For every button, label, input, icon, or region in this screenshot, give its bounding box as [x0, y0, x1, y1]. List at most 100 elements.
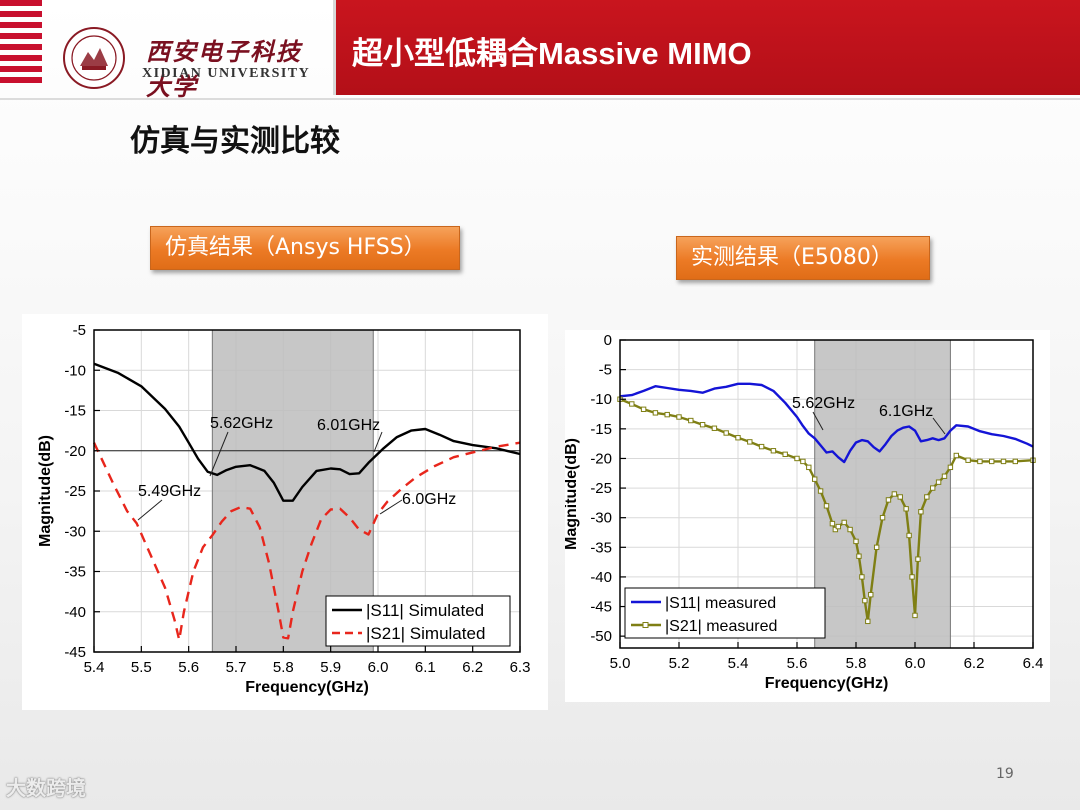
y-tick-label: -30 — [64, 523, 86, 540]
y-tick-label: 0 — [604, 332, 612, 349]
annotation-label: 5.49GHz — [138, 483, 201, 500]
series-marker — [688, 417, 694, 424]
y-tick-label: -25 — [590, 480, 612, 497]
header-band: 超小型低耦合Massive MIMO — [333, 0, 1080, 95]
x-tick-label: 5.4 — [84, 659, 105, 676]
series-marker — [856, 553, 862, 559]
series-marker — [629, 401, 635, 407]
y-tick-label: -20 — [590, 450, 612, 467]
series-marker — [930, 485, 936, 491]
series-marker — [832, 526, 839, 533]
series-marker — [823, 503, 830, 509]
red-stripes-decoration — [0, 0, 42, 95]
university-name-en: XIDIAN UNIVERSITY — [142, 66, 311, 81]
annotation-label: 5.62GHz — [210, 415, 273, 432]
simulation-label-tag: 仿真结果（Ansys HFSS） — [150, 226, 460, 270]
x-tick-label: 5.6 — [178, 659, 199, 676]
y-tick-label: -5 — [73, 322, 86, 339]
y-tick-label: -35 — [590, 539, 612, 556]
simulated-chart-svg: 5.4 5.5 5.6 5.7 5.8 5.9 6.0 6.1 6.2 6.3 -5 -10 -15 -2… — [37, 322, 531, 696]
series-marker — [941, 473, 948, 479]
x-tick-label: 5.2 — [669, 655, 690, 672]
series-line-1 — [92, 441, 521, 642]
legend-label: |S11| measured — [665, 595, 776, 612]
x-tick-label: 5.8 — [273, 659, 294, 676]
legend-label: |S21| measured — [665, 618, 777, 635]
series-marker — [806, 464, 812, 471]
series-marker — [909, 574, 915, 580]
y-tick-label: -5 — [599, 362, 612, 379]
y-tick-label: -10 — [590, 391, 612, 408]
plot-frame — [619, 339, 1034, 649]
series-marker — [711, 425, 718, 431]
annotation-arrow — [209, 431, 229, 477]
y-tick-label: -45 — [64, 644, 86, 661]
measurement-label-tag: 实测结果（E5080） — [676, 236, 930, 280]
series-marker — [794, 455, 800, 462]
annotation-label: 6.01GHz — [317, 417, 380, 434]
series-marker — [841, 519, 847, 526]
x-tick-label: 6.2 — [462, 659, 483, 676]
series-marker — [903, 506, 909, 512]
series-marker — [891, 491, 898, 497]
annotation-label: 6.1GHz — [879, 403, 933, 420]
x-tick-label: 6.0 — [905, 655, 926, 672]
series-marker — [817, 488, 824, 494]
annotation-arrow — [379, 499, 403, 515]
university-logo: 西安电子科技大学 XIDIAN UNIVERSITY — [62, 22, 324, 101]
series-marker — [924, 494, 930, 500]
annotation-label: 5.62GHz — [792, 395, 855, 412]
page-number: 19 — [996, 766, 1014, 782]
x-tick-label: 6.1 — [415, 659, 436, 676]
y-tick-label: -50 — [590, 628, 612, 645]
x-tick-label: 5.8 — [846, 655, 867, 672]
measured-chart-svg: 5.0 5.2 5.4 5.6 5.8 6.0 6.2 6.4 0 -5 -10 -15 -20 -25 -… — [565, 332, 1044, 692]
x-axis-label: Frequency(GHz) — [765, 675, 889, 692]
series-marker — [812, 476, 818, 482]
series-marker — [652, 410, 659, 416]
header-divider — [0, 98, 1080, 100]
series-marker — [1000, 458, 1007, 465]
series-marker — [640, 406, 647, 412]
series-marker — [676, 414, 682, 420]
series-marker — [906, 532, 912, 539]
y-tick-label: -40 — [64, 604, 86, 621]
y-axis-label: Magnitude(dB) — [37, 435, 54, 547]
annotation-arrow — [932, 417, 946, 435]
annotation-label: 6.0GHz — [402, 491, 456, 508]
measured-chart: 5.0 5.2 5.4 5.6 5.8 6.0 6.2 6.4 0 -5 -10 -15 -20 -25 -… — [565, 330, 1050, 702]
x-tick-label: 6.2 — [964, 655, 985, 672]
series-marker — [935, 479, 942, 485]
series-line-0 — [619, 382, 1034, 464]
series-marker — [918, 509, 924, 515]
y-axis-label: Magnitude(dB) — [565, 438, 580, 550]
x-tick-label: 5.9 — [320, 659, 341, 676]
series-marker — [723, 430, 729, 436]
slide-title: 超小型低耦合Massive MIMO — [352, 36, 752, 71]
x-tick-label: 5.0 — [610, 655, 631, 672]
x-tick-label: 6.3 — [510, 659, 531, 676]
watermark: 大数跨境 — [6, 776, 86, 800]
x-tick-label: 5.5 — [131, 659, 152, 676]
annotation-arrow — [373, 431, 383, 453]
university-seal-icon — [63, 27, 125, 89]
x-tick-label: 5.4 — [728, 655, 749, 672]
legend-label: |S21| Simulated — [366, 624, 485, 643]
series-marker — [847, 526, 853, 533]
series-marker — [758, 443, 765, 450]
series-marker — [965, 457, 971, 463]
y-tick-label: -30 — [590, 510, 612, 527]
simulated-chart: 5.4 5.5 5.6 5.7 5.8 5.9 6.0 6.1 6.2 6.3 -5 -10 -15 -2… — [22, 314, 548, 710]
series-marker — [897, 494, 903, 500]
x-tick-label: 6.4 — [1023, 655, 1044, 672]
y-tick-label: -10 — [64, 362, 86, 379]
x-axis-label: Frequency(GHz) — [245, 679, 369, 696]
series-marker — [912, 612, 918, 619]
series-marker — [835, 523, 842, 530]
series-marker — [859, 574, 865, 580]
series-marker — [879, 514, 886, 521]
legend-marker — [642, 622, 649, 628]
series-marker — [1012, 458, 1019, 465]
series-marker — [853, 538, 859, 545]
series-marker — [664, 411, 670, 418]
